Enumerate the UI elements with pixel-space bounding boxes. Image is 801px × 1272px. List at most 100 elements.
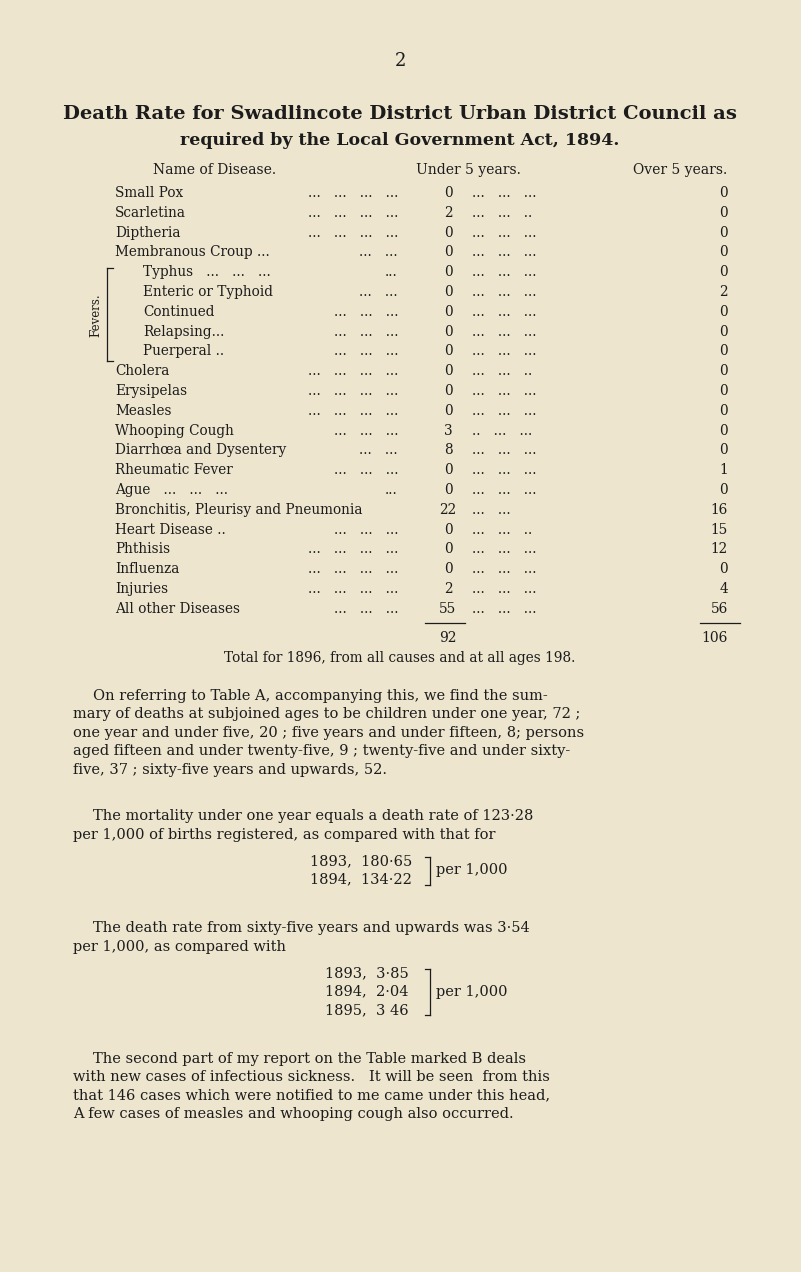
Text: ...   ...   ...   ...: ... ... ... ... bbox=[308, 403, 398, 417]
Text: 56: 56 bbox=[710, 602, 728, 616]
Text: ...   ...   ...   ...: ... ... ... ... bbox=[308, 364, 398, 378]
Text: 1893,  3·85: 1893, 3·85 bbox=[325, 967, 409, 981]
Text: Cholera: Cholera bbox=[115, 364, 169, 378]
Text: ...   ...: ... ... bbox=[472, 502, 510, 516]
Text: ...   ...   ...: ... ... ... bbox=[472, 583, 537, 597]
Text: aged fifteen and under twenty-five, 9 ; twenty-five and under sixty-: aged fifteen and under twenty-five, 9 ; … bbox=[73, 744, 570, 758]
Text: Under 5 years.: Under 5 years. bbox=[416, 163, 521, 177]
Text: Heart Disease ..: Heart Disease .. bbox=[115, 523, 226, 537]
Text: Relapsing...: Relapsing... bbox=[143, 324, 224, 338]
Text: The death rate from sixty-five years and upwards was 3·54: The death rate from sixty-five years and… bbox=[93, 921, 529, 935]
Text: Bronchitis, Pleurisy and Pneumonia: Bronchitis, Pleurisy and Pneumonia bbox=[115, 502, 363, 516]
Text: five, 37 ; sixty-five years and upwards, 52.: five, 37 ; sixty-five years and upwards,… bbox=[73, 763, 387, 777]
Text: 0: 0 bbox=[719, 364, 728, 378]
Text: ...   ...   ...: ... ... ... bbox=[333, 602, 398, 616]
Text: 0: 0 bbox=[444, 364, 453, 378]
Text: ...   ...   ..: ... ... .. bbox=[472, 523, 532, 537]
Text: A few cases of measles and whooping cough also occurred.: A few cases of measles and whooping coug… bbox=[73, 1107, 513, 1121]
Text: Scarletina: Scarletina bbox=[115, 206, 186, 220]
Text: 0: 0 bbox=[719, 186, 728, 200]
Text: 1: 1 bbox=[719, 463, 728, 477]
Text: 1895,  3 46: 1895, 3 46 bbox=[325, 1004, 409, 1018]
Text: Over 5 years.: Over 5 years. bbox=[633, 163, 727, 177]
Text: ...   ...   ..: ... ... .. bbox=[472, 364, 532, 378]
Text: mary of deaths at subjoined ages to be children under one year, 72 ;: mary of deaths at subjoined ages to be c… bbox=[73, 707, 581, 721]
Text: 0: 0 bbox=[444, 463, 453, 477]
Text: Continued: Continued bbox=[143, 305, 215, 319]
Text: 0: 0 bbox=[719, 225, 728, 239]
Text: 0: 0 bbox=[444, 384, 453, 398]
Text: Death Rate for Swadlincote District Urban District Council as: Death Rate for Swadlincote District Urba… bbox=[63, 106, 737, 123]
Text: ...   ...   ...: ... ... ... bbox=[472, 324, 537, 338]
Text: 0: 0 bbox=[444, 265, 453, 279]
Text: 0: 0 bbox=[444, 285, 453, 299]
Text: Erysipelas: Erysipelas bbox=[115, 384, 187, 398]
Text: ...   ...   ...: ... ... ... bbox=[472, 384, 537, 398]
Text: 0: 0 bbox=[719, 424, 728, 438]
Text: ...   ...   ...   ...: ... ... ... ... bbox=[308, 583, 398, 597]
Text: ...   ...   ...: ... ... ... bbox=[472, 265, 537, 279]
Text: ...   ...   ...: ... ... ... bbox=[472, 602, 537, 616]
Text: 1894,  134·22: 1894, 134·22 bbox=[310, 873, 412, 887]
Text: 0: 0 bbox=[444, 562, 453, 576]
Text: ...   ...   ...: ... ... ... bbox=[472, 542, 537, 556]
Text: ...   ...   ...: ... ... ... bbox=[472, 305, 537, 319]
Text: The second part of my report on the Table marked B deals: The second part of my report on the Tabl… bbox=[93, 1052, 526, 1066]
Text: 0: 0 bbox=[444, 245, 453, 259]
Text: 55: 55 bbox=[440, 602, 457, 616]
Text: ...   ...   ...   ...: ... ... ... ... bbox=[308, 206, 398, 220]
Text: ...   ...   ...: ... ... ... bbox=[333, 424, 398, 438]
Text: ...   ...: ... ... bbox=[360, 245, 398, 259]
Text: 92: 92 bbox=[439, 631, 457, 645]
Text: 0: 0 bbox=[444, 483, 453, 497]
Text: Puerperal ..: Puerperal .. bbox=[143, 345, 224, 359]
Text: Diarrhœa and Dysentery: Diarrhœa and Dysentery bbox=[115, 444, 286, 458]
Text: 0: 0 bbox=[444, 403, 453, 417]
Text: Small Pox: Small Pox bbox=[115, 186, 183, 200]
Text: 4: 4 bbox=[719, 583, 728, 597]
Text: ...: ... bbox=[385, 265, 398, 279]
Text: ...   ...   ...: ... ... ... bbox=[472, 403, 537, 417]
Text: ..   ...   ...: .. ... ... bbox=[472, 424, 532, 438]
Text: Influenza: Influenza bbox=[115, 562, 179, 576]
Text: 2: 2 bbox=[444, 583, 453, 597]
Text: ...   ...   ...: ... ... ... bbox=[472, 444, 537, 458]
Text: ...   ...   ...: ... ... ... bbox=[472, 483, 537, 497]
Text: that 146 cases which were notified to me came under this head,: that 146 cases which were notified to me… bbox=[73, 1089, 550, 1103]
Text: All other Diseases: All other Diseases bbox=[115, 602, 240, 616]
Text: Enteric or Typhoid: Enteric or Typhoid bbox=[143, 285, 273, 299]
Text: 0: 0 bbox=[444, 186, 453, 200]
Text: 3: 3 bbox=[444, 424, 453, 438]
Text: ...   ...   ...: ... ... ... bbox=[333, 305, 398, 319]
Text: On referring to Table A, accompanying this, we find the sum-: On referring to Table A, accompanying th… bbox=[93, 688, 548, 702]
Text: 0: 0 bbox=[444, 225, 453, 239]
Text: with new cases of infectious sickness.   It will be seen  from this: with new cases of infectious sickness. I… bbox=[73, 1070, 549, 1084]
Text: 0: 0 bbox=[719, 245, 728, 259]
Text: per 1,000: per 1,000 bbox=[436, 864, 508, 878]
Text: ...   ...   ...: ... ... ... bbox=[333, 523, 398, 537]
Text: ...   ...   ...: ... ... ... bbox=[472, 463, 537, 477]
Text: Rheumatic Fever: Rheumatic Fever bbox=[115, 463, 233, 477]
Text: Diptheria: Diptheria bbox=[115, 225, 180, 239]
Text: 2: 2 bbox=[719, 285, 728, 299]
Text: per 1,000 of births registered, as compared with that for: per 1,000 of births registered, as compa… bbox=[73, 828, 496, 842]
Text: ...   ...   ...: ... ... ... bbox=[472, 562, 537, 576]
Text: 0: 0 bbox=[719, 562, 728, 576]
Text: Measles: Measles bbox=[115, 403, 171, 417]
Text: Whooping Cough: Whooping Cough bbox=[115, 424, 234, 438]
Text: 0: 0 bbox=[719, 384, 728, 398]
Text: Phthisis: Phthisis bbox=[115, 542, 170, 556]
Text: 0: 0 bbox=[719, 483, 728, 497]
Text: ...   ...   ...: ... ... ... bbox=[472, 225, 537, 239]
Text: 12: 12 bbox=[710, 542, 728, 556]
Text: 0: 0 bbox=[444, 523, 453, 537]
Text: 1893,  180·65: 1893, 180·65 bbox=[310, 854, 413, 868]
Text: 15: 15 bbox=[710, 523, 728, 537]
Text: ...   ...   ...: ... ... ... bbox=[333, 345, 398, 359]
Text: 0: 0 bbox=[719, 206, 728, 220]
Text: 0: 0 bbox=[719, 305, 728, 319]
Text: ...   ...   ...: ... ... ... bbox=[333, 324, 398, 338]
Text: 0: 0 bbox=[719, 324, 728, 338]
Text: 0: 0 bbox=[444, 542, 453, 556]
Text: The mortality under one year equals a death rate of 123·28: The mortality under one year equals a de… bbox=[93, 809, 533, 823]
